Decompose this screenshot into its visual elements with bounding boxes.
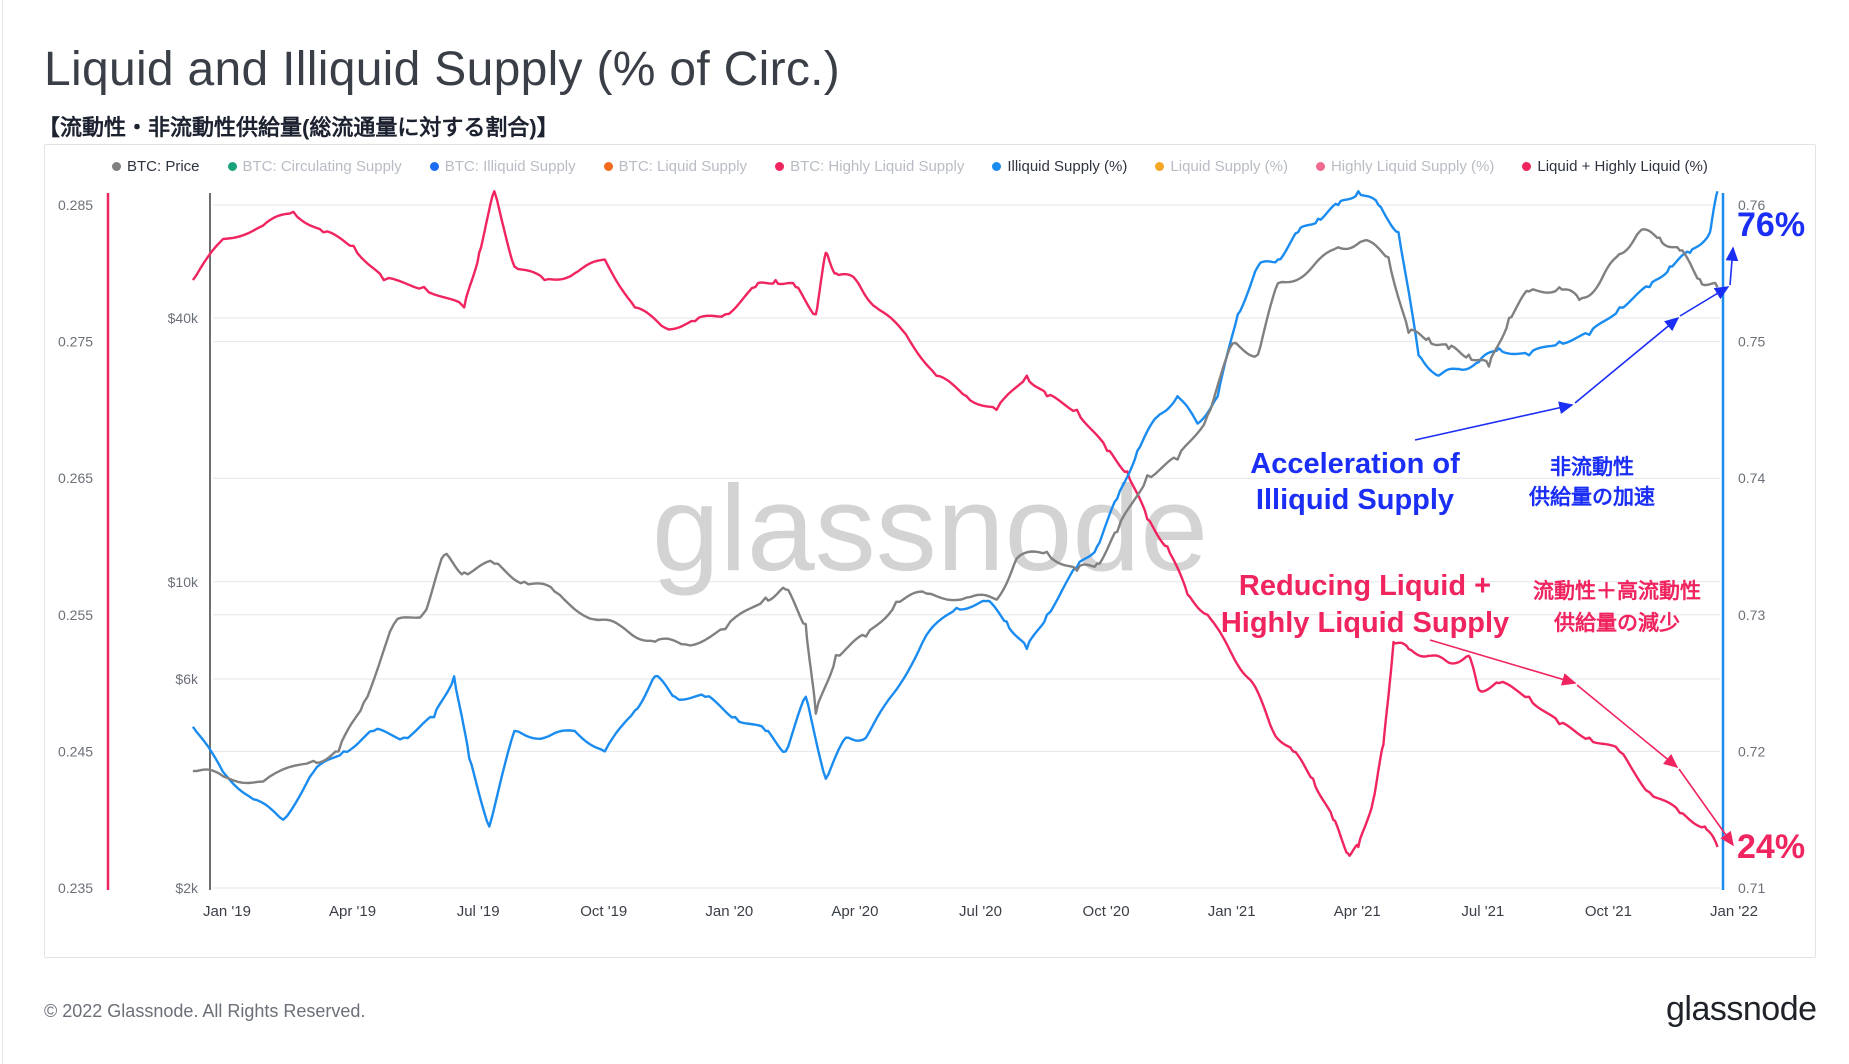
accel-arrow-1 [1414, 401, 1574, 441]
reduce-arrow-3 [1678, 768, 1734, 847]
left-axis-tick: 0.285 [58, 197, 93, 213]
page-title: Liquid and Illiquid Supply (% of Circ.) [44, 43, 841, 96]
reduce-arrow-1 [1429, 639, 1577, 686]
x-axis-tick: Oct '19 [580, 903, 627, 920]
annotations-group: 76% 24% Acceleration of Illiquid Supply … [1221, 206, 1805, 866]
legend-label: Highly Liquid Supply (%) [1330, 158, 1495, 175]
legend-dot-icon [112, 162, 121, 171]
left-axis-tick: 0.275 [58, 334, 93, 350]
right-axis-tick: 0.71 [1738, 880, 1765, 896]
legend-label: BTC: Liquid Supply [618, 158, 748, 175]
liquid-series-line [191, 190, 1719, 857]
legend-label: BTC: Price [127, 158, 200, 175]
accel-arrow-3 [1679, 286, 1730, 317]
axes: 0.285 0.275 0.265 0.255 0.245 0.235 $40k $10k $6… [58, 193, 1765, 920]
reduce-arrow-2 [1576, 684, 1679, 769]
x-axis-tick: Apr '20 [831, 903, 878, 920]
price-axis-tick: $6k [175, 671, 199, 687]
price-series-line [192, 228, 1719, 785]
reduce-jp-2: 供給量の減少 [1553, 611, 1680, 635]
accel-arrow-4 [1725, 246, 1739, 286]
legend-label: Liquid Supply (%) [1170, 158, 1288, 175]
accel-jp-1: 非流動性 [1550, 455, 1634, 479]
copyright-footer: © 2022 Glassnode. All Rights Reserved. [44, 1001, 366, 1021]
legend-item[interactable]: Highly Liquid Supply (%) [1315, 158, 1495, 175]
x-axis-tick: Apr '19 [329, 903, 376, 920]
left-axis-tick: 0.235 [58, 880, 93, 896]
right-axis-tick: 0.72 [1738, 743, 1765, 759]
legend-item[interactable]: BTC: Circulating Supply [227, 158, 402, 175]
watermark: glassnode [652, 460, 1208, 596]
grid-lines [213, 204, 1720, 889]
chart-panel [44, 144, 1816, 958]
x-axis-tick: Jan '20 [705, 903, 753, 920]
legend-label: BTC: Highly Liquid Supply [790, 158, 965, 175]
price-axis-tick: $10k [168, 574, 199, 590]
right-axis-tick: 0.73 [1738, 607, 1765, 623]
right-axis-tick: 0.76 [1738, 197, 1765, 213]
right-axis-tick: 0.74 [1738, 470, 1765, 486]
legend-item[interactable]: BTC: Highly Liquid Supply [775, 158, 964, 175]
legend-label: BTC: Illiquid Supply [444, 158, 576, 175]
glassnode-logo: glassnode [1666, 990, 1817, 1028]
legend-item[interactable]: BTC: Price [112, 158, 200, 175]
legend-dot-icon [775, 162, 785, 171]
x-axis-tick: Jul '21 [1461, 903, 1504, 920]
legend-dot-icon [429, 162, 439, 171]
legend-dot-icon [1155, 162, 1165, 171]
legend-label: Liquid + Highly Liquid (%) [1537, 158, 1708, 175]
x-axis-tick: Jan '21 [1208, 903, 1256, 920]
legend-dot-icon [603, 162, 613, 171]
illiquid-pct-label: 76% [1737, 206, 1805, 244]
x-axis-tick: Oct '21 [1585, 903, 1632, 920]
legend-item[interactable]: Illiquid Supply (%) [992, 158, 1127, 175]
legend-item[interactable]: Liquid + Highly Liquid (%) [1522, 158, 1708, 175]
legend-item[interactable]: BTC: Illiquid Supply [429, 158, 576, 175]
page-subtitle: 【流動性・非流動性供給量(総流通量に対する割合)】 [38, 115, 559, 140]
legend-dot-icon [1522, 162, 1532, 171]
left-axis-tick: 0.255 [58, 607, 93, 623]
reduce-jp-1: 流動性＋高流動性 [1533, 579, 1701, 603]
legend-dot-icon [1315, 162, 1325, 171]
right-axis-tick: 0.75 [1738, 334, 1765, 350]
legend-item[interactable]: Liquid Supply (%) [1155, 158, 1288, 175]
legend-dot-icon [992, 162, 1002, 171]
legend-label: Illiquid Supply (%) [1007, 158, 1128, 175]
accel-jp-2: 供給量の加速 [1528, 485, 1655, 509]
legend-dot-icon [227, 162, 237, 171]
chart-legend: BTC: Price BTC: Circulating Supply BTC: Il… [112, 158, 1708, 175]
x-axis-tick: Jul '20 [959, 903, 1002, 920]
legend-item[interactable]: BTC: Liquid Supply [603, 158, 748, 175]
left-axis-tick: 0.245 [58, 743, 93, 759]
accel-text-2: Illiquid Supply [1256, 484, 1454, 516]
x-axis-tick: Jan '19 [203, 903, 251, 920]
x-axis-tick: Jul '19 [457, 903, 500, 920]
reduce-text-1: Reducing Liquid + [1239, 570, 1491, 602]
page-edge-rule [2, 0, 3, 1064]
illiquid-series-line [191, 190, 1719, 828]
x-axis-tick: Oct '20 [1083, 903, 1130, 920]
left-axis-tick: 0.265 [58, 470, 93, 486]
x-axis-tick: Apr '21 [1334, 903, 1381, 920]
liquid-pct-label: 24% [1737, 828, 1805, 866]
accel-text-1: Acceleration of [1250, 448, 1460, 480]
legend-label: BTC: Circulating Supply [242, 158, 402, 175]
series-group [191, 190, 1719, 857]
price-axis-tick: $2k [175, 880, 199, 896]
price-axis-tick: $40k [168, 310, 199, 326]
accel-arrow-2 [1574, 316, 1680, 404]
reduce-text-2: Highly Liquid Supply [1221, 607, 1509, 639]
x-axis-tick: Jan '22 [1710, 903, 1758, 920]
